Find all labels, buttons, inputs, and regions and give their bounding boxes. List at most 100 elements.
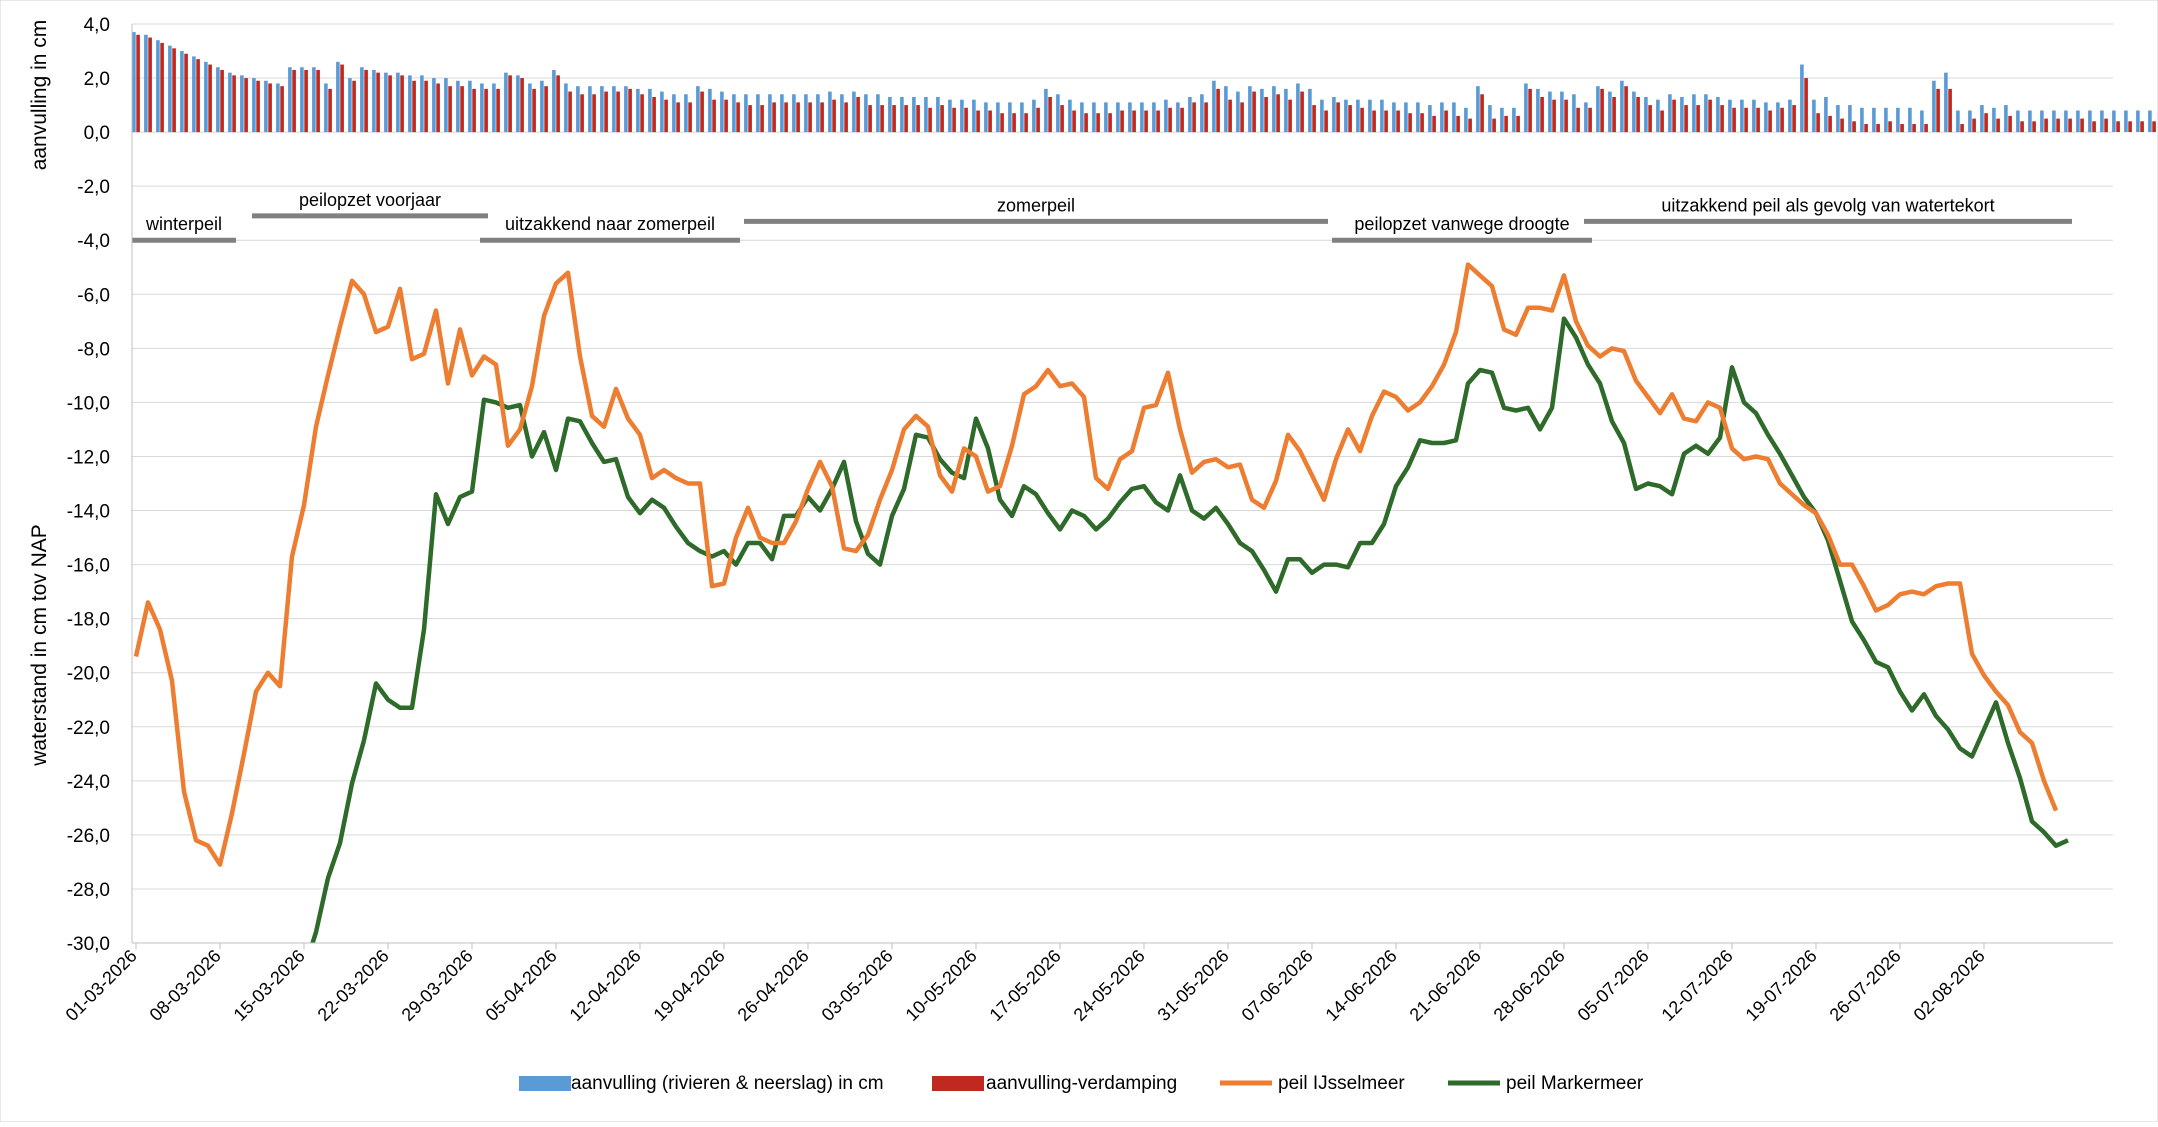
- bar-verdamping: [1492, 118, 1496, 133]
- bar-aanvulling: [1656, 99, 1660, 133]
- bar-aanvulling: [1632, 91, 1636, 133]
- bar-aanvulling: [660, 91, 664, 133]
- bar-aanvulling: [1812, 99, 1816, 133]
- bar-verdamping: [1828, 115, 1832, 133]
- legend-label-ijsselmeer: peil IJsselmeer: [1278, 1073, 1405, 1094]
- bar-verdamping: [1348, 105, 1352, 133]
- bar-aanvulling: [1248, 86, 1252, 133]
- bar-aanvulling: [1488, 105, 1492, 133]
- bar-aanvulling: [1728, 99, 1732, 133]
- bar-aanvulling: [636, 88, 640, 133]
- bar-verdamping: [1432, 115, 1436, 133]
- bar-aanvulling: [384, 72, 388, 133]
- bar-aanvulling: [804, 94, 808, 133]
- bar-verdamping: [2092, 121, 2096, 133]
- bar-aanvulling: [1512, 107, 1516, 133]
- bar-verdamping: [1228, 99, 1232, 133]
- bar-aanvulling: [1440, 102, 1444, 133]
- bar-verdamping: [1468, 118, 1472, 133]
- bar-aanvulling: [624, 86, 628, 133]
- bar-verdamping: [1816, 113, 1820, 133]
- bar-verdamping: [1852, 121, 1856, 133]
- bar-aanvulling: [1008, 102, 1012, 133]
- bar-verdamping: [1948, 88, 1952, 133]
- bar-verdamping: [1732, 107, 1736, 133]
- bar-verdamping: [256, 80, 260, 133]
- bar-verdamping: [1012, 113, 1016, 133]
- bar-verdamping: [160, 42, 164, 133]
- bar-aanvulling: [1428, 105, 1432, 133]
- bar-aanvulling: [1800, 64, 1804, 133]
- bar-aanvulling: [1080, 102, 1084, 133]
- bar-aanvulling: [1668, 94, 1672, 133]
- bar-aanvulling: [1452, 102, 1456, 133]
- bar-aanvulling: [1500, 107, 1504, 133]
- bar-aanvulling: [1716, 96, 1720, 133]
- legend-label-verdamping: aanvulling-verdamping: [986, 1073, 1177, 1094]
- bar-verdamping: [1384, 110, 1388, 133]
- bar-aanvulling: [1164, 99, 1168, 133]
- bar-verdamping: [1804, 78, 1808, 133]
- bar-verdamping: [1024, 113, 1028, 133]
- bar-verdamping: [976, 110, 980, 133]
- bar-verdamping: [580, 94, 584, 133]
- bar-verdamping: [1552, 99, 1556, 133]
- bar-aanvulling: [1572, 94, 1576, 133]
- bar-verdamping: [1216, 88, 1220, 133]
- bar-verdamping: [640, 94, 644, 133]
- bar-verdamping: [844, 102, 848, 133]
- y-tick-label: -28,0: [67, 880, 110, 901]
- legend: aanvulling (rivieren & neerslag) in cm a…: [519, 1073, 1644, 1094]
- bar-aanvulling: [720, 91, 724, 133]
- bar-verdamping: [244, 78, 248, 133]
- bar-verdamping: [1480, 94, 1484, 133]
- bar-verdamping: [712, 99, 716, 133]
- bar-verdamping: [448, 86, 452, 133]
- bar-aanvulling: [396, 72, 400, 133]
- bar-aanvulling: [1368, 99, 1372, 133]
- bar-aanvulling: [600, 86, 604, 133]
- bar-aanvulling: [1308, 88, 1312, 133]
- y-tick-label: -12,0: [67, 447, 110, 468]
- bar-aanvulling: [2076, 110, 2080, 133]
- bar-verdamping: [904, 105, 908, 133]
- y-tick-label: -10,0: [67, 393, 110, 414]
- bar-verdamping: [412, 80, 416, 133]
- bar-verdamping: [1516, 115, 1520, 133]
- bar-aanvulling: [732, 94, 736, 133]
- bar-aanvulling: [924, 96, 928, 133]
- bar-verdamping: [952, 107, 956, 133]
- y-tick-label: 4,0: [84, 15, 110, 36]
- line-peil-markermeer: [310, 316, 2069, 943]
- bar-aanvulling: [228, 72, 232, 133]
- bar-verdamping: [436, 83, 440, 133]
- bar-aanvulling: [1332, 96, 1336, 133]
- bar-verdamping: [1672, 99, 1676, 133]
- bar-verdamping: [1564, 99, 1568, 133]
- bar-aanvulling: [1032, 99, 1036, 133]
- bar-aanvulling: [264, 80, 268, 133]
- bar-aanvulling: [1200, 94, 1204, 133]
- bar-aanvulling: [1788, 99, 1792, 133]
- bar-verdamping: [1792, 105, 1796, 133]
- bar-aanvulling: [540, 80, 544, 133]
- bar-verdamping: [1960, 124, 1964, 133]
- bars-group: [132, 32, 2156, 133]
- legend-label-markermeer: peil Markermeer: [1506, 1073, 1644, 1094]
- bar-aanvulling: [1920, 110, 1924, 133]
- bar-verdamping: [1840, 118, 1844, 133]
- bar-aanvulling: [240, 75, 244, 133]
- bar-aanvulling: [576, 86, 580, 133]
- bar-aanvulling: [480, 83, 484, 133]
- y-tick-label: -16,0: [67, 556, 110, 577]
- bar-verdamping: [1336, 102, 1340, 133]
- bar-aanvulling: [768, 94, 772, 133]
- bar-aanvulling: [564, 83, 568, 133]
- bar-verdamping: [388, 75, 392, 133]
- bar-verdamping: [508, 75, 512, 133]
- bar-aanvulling: [420, 75, 424, 133]
- bar-aanvulling: [1056, 94, 1060, 133]
- bar-aanvulling: [492, 83, 496, 133]
- bar-verdamping: [1192, 102, 1196, 133]
- bar-verdamping: [208, 64, 212, 133]
